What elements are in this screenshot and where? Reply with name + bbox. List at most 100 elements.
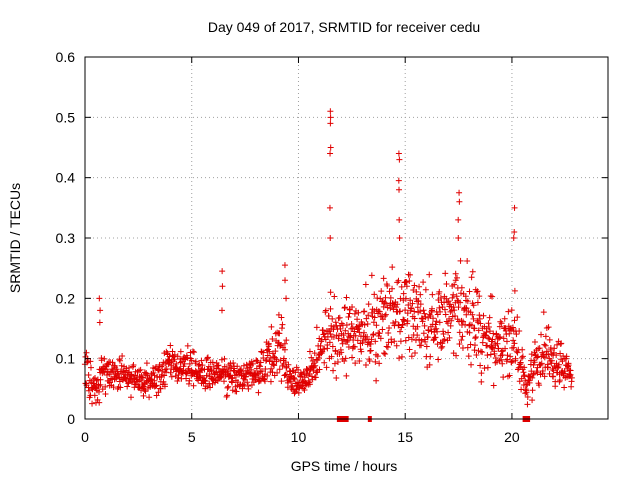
data-point [370, 319, 377, 326]
data-point [230, 360, 237, 367]
data-point [367, 347, 374, 354]
data-point [271, 362, 278, 369]
data-point [386, 325, 393, 332]
data-point [280, 355, 287, 362]
data-point [361, 321, 368, 328]
data-point [475, 327, 482, 334]
data-point [448, 317, 455, 324]
data-point [467, 341, 474, 348]
data-point [466, 288, 473, 295]
data-point [367, 341, 374, 348]
data-point [454, 274, 461, 281]
data-point [471, 325, 478, 332]
data-point [332, 319, 339, 326]
data-point [362, 362, 369, 369]
data-point [469, 311, 476, 318]
data-point [441, 306, 448, 313]
data-point [508, 307, 515, 314]
data-point [495, 345, 502, 352]
data-point [254, 371, 261, 378]
data-point [523, 389, 530, 396]
data-point [274, 369, 281, 376]
data-point [437, 308, 444, 315]
data-point [260, 349, 267, 356]
data-point [196, 373, 203, 380]
data-point [466, 329, 473, 336]
data-point [420, 330, 427, 337]
data-point [528, 368, 535, 375]
data-point [324, 345, 331, 352]
data-point [516, 328, 523, 335]
data-point [531, 338, 538, 345]
data-point [336, 314, 343, 321]
data-point [311, 360, 318, 367]
data-point [374, 295, 381, 302]
data-point [204, 354, 211, 361]
data-point [465, 353, 472, 360]
data-point [556, 377, 563, 384]
data-point [91, 392, 98, 399]
data-point [397, 338, 404, 345]
data-point [356, 358, 363, 365]
data-point [400, 290, 407, 297]
data-point [382, 351, 389, 358]
data-point [541, 373, 548, 380]
data-point [511, 287, 518, 294]
data-point [396, 186, 403, 193]
data-point [177, 359, 184, 366]
data-point [477, 320, 484, 327]
data-point [432, 321, 439, 328]
data-point [409, 300, 416, 307]
data-point [258, 367, 265, 374]
data-point [337, 325, 344, 332]
data-point [301, 387, 308, 394]
data-point [404, 317, 411, 324]
data-point [456, 340, 463, 347]
data-point [255, 389, 262, 396]
data-point [485, 323, 492, 330]
data-point [97, 381, 104, 388]
data-point [172, 364, 179, 371]
data-point [432, 334, 439, 341]
data-point [254, 358, 261, 365]
data-point [345, 344, 352, 351]
data-point [498, 348, 505, 355]
data-point [414, 332, 421, 339]
data-point [473, 351, 480, 358]
data-point [268, 323, 275, 330]
data-point [157, 385, 164, 392]
data-point [428, 328, 435, 335]
data-point [435, 356, 442, 363]
data-point [421, 310, 428, 317]
data-point [420, 307, 427, 314]
data-point [436, 304, 443, 311]
data-point [360, 329, 367, 336]
data-point [306, 348, 313, 355]
data-point [319, 327, 326, 334]
data-point [391, 338, 398, 345]
data-point [376, 360, 383, 367]
data-point [376, 308, 383, 315]
data-point [502, 345, 509, 352]
axis-ticks: 0 0.1 0.2 0.3 0.4 0.5 0.6 0 5 10 15 20 [56, 49, 608, 445]
data-point [427, 353, 434, 360]
data-point [543, 348, 550, 355]
data-point [264, 372, 271, 379]
data-point [182, 369, 189, 376]
data-point [474, 288, 481, 295]
data-point [331, 293, 338, 300]
data-point [526, 379, 533, 386]
data-point [308, 373, 315, 380]
data-point [453, 352, 460, 359]
data-point [168, 373, 175, 380]
data-point [397, 328, 404, 335]
data-point [364, 333, 371, 340]
data-point [464, 298, 471, 305]
data-point [406, 277, 413, 284]
data-point [426, 361, 433, 368]
data-point [204, 355, 211, 362]
data-point [330, 367, 337, 374]
data-point [485, 334, 492, 341]
data-point [102, 383, 109, 390]
data-point [102, 391, 109, 398]
